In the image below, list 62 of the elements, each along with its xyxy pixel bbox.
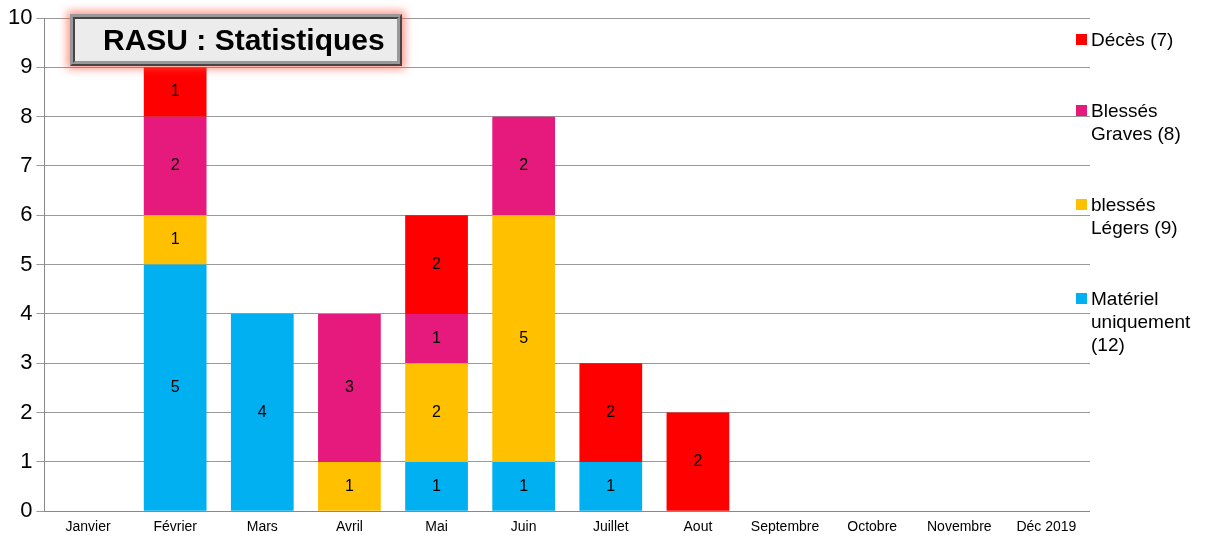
data-label: 1 <box>432 476 442 494</box>
y-tick-label: 6 <box>20 201 33 227</box>
x-tick-label: Aout <box>683 518 713 535</box>
bar <box>579 461 643 511</box>
bar <box>492 461 556 511</box>
y-tick-label: 8 <box>20 102 33 128</box>
y-tick-label: 5 <box>20 250 33 276</box>
data-label: 2 <box>519 156 529 174</box>
data-label: 1 <box>170 82 180 100</box>
bar <box>405 313 468 364</box>
x-tick-label: Mai <box>425 518 448 535</box>
data-label: 1 <box>606 476 616 494</box>
data-label: 5 <box>519 328 529 346</box>
bar <box>318 461 381 511</box>
x-tick-label: Février <box>153 518 198 535</box>
bar <box>143 215 207 265</box>
x-tick-label: Octobre <box>847 518 898 535</box>
bar <box>318 313 381 462</box>
x-tick-label: Septembre <box>750 518 820 535</box>
y-tick-label: 10 <box>7 4 33 30</box>
y-tick-label: 3 <box>20 349 33 375</box>
data-label: 2 <box>432 255 442 273</box>
y-tick-label: 7 <box>20 152 33 178</box>
bar <box>492 116 556 216</box>
x-tick-label: Déc 2019 <box>1016 518 1077 535</box>
legend-label: Blessés Graves (8) <box>1091 99 1182 145</box>
bar <box>405 215 468 314</box>
y-tick-label: 0 <box>20 497 33 523</box>
data-label: 2 <box>693 452 703 470</box>
x-tick-label: Mars <box>246 518 278 535</box>
legend-label: Matériel uniquement (12) <box>1091 287 1192 356</box>
y-tick-label: 4 <box>20 299 33 325</box>
data-label: 5 <box>170 378 180 396</box>
bar <box>230 313 294 511</box>
bar <box>143 264 207 511</box>
bar <box>143 116 207 216</box>
legend-label: blessés Légers (9) <box>1091 193 1179 239</box>
y-tick-label: 1 <box>20 447 33 473</box>
data-label: 2 <box>170 156 180 174</box>
x-tick-label: Novembre <box>927 518 992 535</box>
bar <box>666 412 730 511</box>
data-label: 1 <box>170 230 180 248</box>
y-tick-label: 9 <box>20 53 33 79</box>
data-label: 1 <box>519 476 529 494</box>
legend-label: Décès (7) <box>1091 28 1174 51</box>
y-tick-label: 2 <box>20 398 33 424</box>
bar <box>405 363 468 462</box>
bar <box>579 363 643 462</box>
data-label: 2 <box>432 402 442 420</box>
data-label: 1 <box>344 476 354 494</box>
chart-title: RASU : Statistiques <box>70 14 402 66</box>
x-tick-label: Juin <box>510 518 537 535</box>
data-label: 3 <box>344 378 354 396</box>
data-label: 2 <box>606 402 616 420</box>
bar <box>492 215 556 462</box>
x-tick-label: Juillet <box>592 518 629 535</box>
data-label: 1 <box>432 328 442 346</box>
x-tick-label: Janvier <box>65 518 111 535</box>
bar <box>143 67 207 117</box>
data-label: 4 <box>257 402 267 420</box>
bar <box>405 461 468 511</box>
x-tick-label: Avril <box>335 518 363 535</box>
